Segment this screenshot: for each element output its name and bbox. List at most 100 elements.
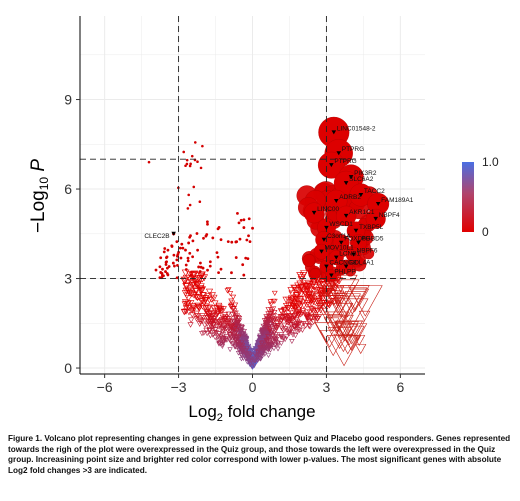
significant-point — [165, 255, 169, 259]
gene-marker — [319, 249, 324, 254]
nonsignificant-point — [268, 330, 275, 336]
nonsignificant-point — [278, 332, 284, 338]
significant-point — [179, 256, 183, 260]
nonsignificant-point — [296, 280, 304, 288]
gene-marker — [351, 252, 356, 257]
nonsignificant-point — [288, 326, 295, 332]
nonsignificant-point — [335, 277, 344, 285]
significant-point — [237, 221, 241, 225]
nonsignificant-point — [358, 310, 371, 322]
significant-point — [184, 164, 187, 168]
nonsignificant-point — [333, 333, 354, 353]
nonsignificant-point — [294, 329, 301, 335]
gene-marker — [336, 151, 342, 156]
significant-point — [186, 256, 190, 260]
nonsignificant-point — [312, 313, 319, 320]
x-tick-label: −3 — [171, 379, 187, 395]
nonsignificant-point — [273, 340, 280, 346]
nonsignificant-point — [266, 345, 273, 351]
nonsignificant-point — [270, 306, 277, 312]
nonsignificant-point — [195, 294, 203, 301]
nonsignificant-point — [267, 321, 274, 327]
gene-marker — [353, 228, 359, 233]
nonsignificant-point — [210, 305, 218, 312]
nonsignificant-point — [247, 362, 253, 367]
nonsignificant-point — [257, 341, 264, 348]
significant-point — [190, 154, 194, 158]
nonsignificant-point — [285, 296, 292, 304]
nonsignificant-point — [273, 334, 280, 340]
significant-point — [202, 236, 205, 240]
gene-marker — [329, 163, 334, 168]
significant-point — [191, 239, 195, 243]
nonsignificant-point — [199, 303, 206, 310]
gene-label: PIK3R2 — [354, 170, 377, 177]
legend-min-label: 0 — [482, 225, 489, 239]
nonsignificant-point — [281, 335, 287, 342]
significant-point — [187, 241, 191, 245]
nonsignificant-point — [223, 319, 230, 326]
nonsignificant-point — [202, 295, 210, 302]
nonsignificant-point — [225, 311, 232, 317]
nonsignificant-point — [303, 312, 311, 319]
significant-point — [246, 257, 250, 260]
nonsignificant-point — [353, 335, 366, 347]
gene-label: SLC6A2 — [349, 176, 374, 183]
gene-marker — [333, 255, 339, 260]
nonsignificant-point — [271, 310, 278, 316]
significant-point — [226, 240, 230, 244]
nonsignificant-point — [301, 295, 309, 303]
significant-point — [219, 238, 223, 242]
nonsignificant-point — [188, 317, 195, 324]
color-legend: 1.0 0 — [462, 155, 499, 239]
gene-label: FOXD6B — [344, 236, 370, 243]
nonsignificant-point — [225, 318, 232, 324]
gene-marker — [329, 273, 334, 278]
nonsignificant-point — [205, 313, 213, 320]
significant-point — [188, 164, 192, 168]
nonsignificant-point — [328, 287, 368, 323]
significant-point — [175, 258, 179, 262]
x-tick-label: 3 — [323, 379, 331, 395]
nonsignificant-point — [267, 325, 274, 332]
nonsignificant-point — [278, 334, 284, 340]
nonsignificant-point — [244, 346, 250, 352]
nonsignificant-point — [199, 315, 207, 321]
nonsignificant-point — [334, 293, 361, 318]
nonsignificant-point — [192, 288, 201, 295]
nonsignificant-point — [191, 305, 198, 312]
nonsignificant-point — [317, 291, 325, 299]
significant-point — [186, 207, 190, 210]
nonsignificant-point — [265, 325, 272, 331]
significant-point — [185, 162, 189, 166]
nonsignificant-point — [271, 336, 278, 342]
gene-marker — [324, 264, 329, 269]
nonsignificant-point — [199, 331, 205, 337]
gene-label: LINC00 — [317, 206, 339, 213]
nonsignificant-point — [230, 335, 237, 341]
nonsignificant-point — [271, 313, 277, 319]
significant-point — [198, 270, 202, 273]
nonsignificant-point — [285, 328, 292, 334]
nonsignificant-point — [296, 327, 303, 333]
nonsignificant-point — [348, 323, 368, 341]
nonsignificant-point — [232, 315, 239, 321]
nonsignificant-point — [184, 300, 192, 307]
nonsignificant-point — [296, 272, 304, 280]
nonsignificant-point — [188, 307, 196, 314]
nonsignificant-point — [224, 288, 231, 294]
nonsignificant-point — [212, 319, 220, 325]
significant-point — [187, 193, 191, 197]
gene-label: MOV10L1 — [325, 245, 355, 252]
nonsignificant-point — [200, 330, 207, 336]
gene-label: COL4A1 — [349, 260, 374, 267]
significant-point — [199, 166, 203, 170]
significant-point — [199, 265, 203, 269]
nonsignificant-point — [294, 326, 301, 333]
nonsignificant-point — [226, 328, 233, 334]
significant-point — [172, 253, 176, 257]
data-points — [147, 116, 390, 370]
gene-marker — [343, 264, 349, 269]
significant-point — [164, 263, 168, 266]
